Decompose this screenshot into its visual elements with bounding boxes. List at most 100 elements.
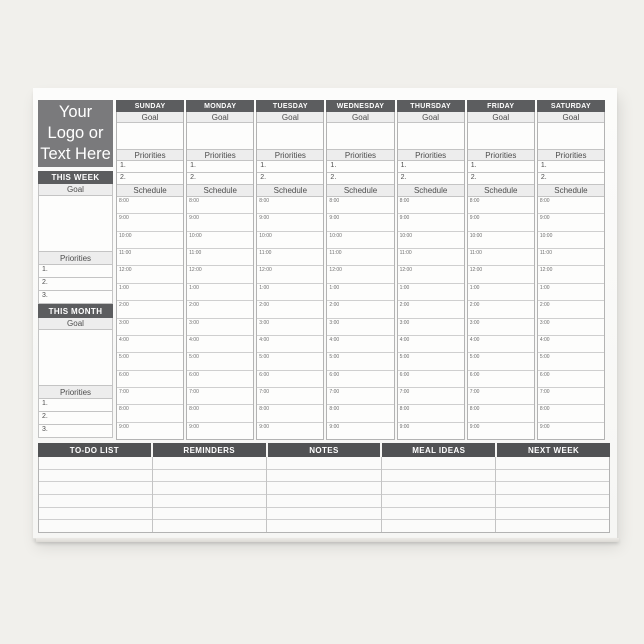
priority-number-row: 1.	[187, 161, 254, 173]
priority-number-row: 1.	[117, 161, 184, 173]
blank-writing-row	[39, 495, 153, 508]
blank-writing-row	[495, 470, 610, 483]
priority-number-row: 1.	[467, 161, 534, 173]
schedule-slot: 5:00	[397, 353, 464, 371]
blank-writing-row	[39, 457, 153, 470]
schedule-slot: 9:00	[399, 423, 410, 430]
blank-writing-row	[495, 508, 610, 521]
week-goal-writing-area	[38, 196, 113, 252]
day-header: SATURDAY	[536, 100, 605, 112]
schedule-slot: 9:00	[189, 423, 199, 430]
bottom-section-column	[380, 457, 495, 532]
schedule-slot: 10:00	[467, 232, 534, 250]
day-schedule-label: Schedule	[467, 185, 534, 197]
logo-text-line: Text Here	[40, 145, 111, 163]
schedule-slot: 10:00	[187, 232, 254, 250]
schedule-slot: 1:00	[117, 284, 184, 302]
schedule-slot: 9:00	[539, 423, 550, 430]
schedule-slot: 4:00	[397, 336, 464, 354]
schedule-slot: 5:00	[467, 353, 534, 371]
schedule-slot: 4:00	[467, 336, 534, 354]
bottom-section: TO-DO LIST REMINDERS NOTES MEAL IDEAS NEXT W…	[38, 443, 610, 533]
schedule-slot: 6:00	[117, 371, 184, 388]
blank-writing-row	[495, 495, 610, 508]
priority-number-row: 3.	[38, 291, 113, 304]
month-goal-label: Goal	[38, 318, 113, 330]
schedule-slot: 9:00	[187, 214, 254, 232]
day-header: THURSDAY	[396, 100, 465, 112]
day-schedule-slots: 8:00 9:00 10:00 11:00 12:00 1:00 2:00 3:00 4:00 5…	[257, 197, 324, 439]
schedule-slot: 11:00	[117, 249, 184, 267]
schedule-slot: 4:00	[117, 336, 184, 354]
priority-number-row: 2.	[117, 173, 184, 185]
schedule-slot: 9:00	[327, 214, 394, 232]
schedule-slot: 10:00	[257, 232, 324, 250]
blank-writing-row	[267, 508, 381, 521]
schedule-slot: 12:00	[117, 266, 184, 284]
day-schedule-label: Schedule	[537, 185, 604, 197]
day-schedule-slots: 8:00 9:00 10:00 11:00 12:00 1:00 2:00 3:00 4:00 5…	[117, 197, 184, 439]
bottom-grid	[38, 457, 610, 533]
sidebar: Your Logo or Text Here THIS WEEK Goal Pr…	[38, 100, 113, 438]
schedule-slot: 8:00	[187, 197, 254, 215]
schedule-slot: 7:00	[467, 388, 534, 406]
day-priorities-label: Priorities	[467, 150, 534, 161]
schedule-slot: 4:00	[187, 336, 254, 354]
schedule-slot: 7:00	[397, 388, 464, 406]
schedule-slot: 9:00	[467, 214, 534, 232]
day-header: MONDAY	[186, 100, 255, 112]
schedule-slot: 7:00	[117, 388, 184, 406]
schedule-slot: 8:00	[117, 405, 184, 423]
blank-writing-row	[153, 457, 267, 470]
priority-number-row: 1.	[38, 265, 113, 278]
day-schedule-slots: 8:00 9:00 10:00 11:00 12:00 1:00 2:00 3:00 4:00 5…	[397, 197, 464, 439]
day-schedule-label: Schedule	[397, 185, 464, 197]
week-goal-label: Goal	[38, 184, 113, 196]
schedule-slot: 12:00	[467, 266, 534, 284]
schedule-slot: 8:00	[257, 197, 324, 215]
schedule-slot: 6:00	[257, 371, 324, 388]
day-column: WEDNESDAY Goal Priorities 1. 2. Schedule …	[326, 100, 395, 440]
day-goal-writing-area	[117, 123, 184, 150]
day-schedule-label: Schedule	[117, 185, 184, 197]
schedule-slot: 10:00	[537, 232, 604, 250]
schedule-slot: 8:00	[467, 405, 534, 423]
blank-writing-row	[495, 457, 610, 470]
schedule-slot: 10:00	[117, 232, 184, 250]
blank-writing-row	[267, 470, 381, 483]
day-schedule-label: Schedule	[257, 185, 324, 197]
this-month-header: THIS MONTH	[38, 304, 113, 318]
schedule-slot: 5:00	[117, 353, 184, 371]
schedule-slot: 2:00	[397, 301, 464, 319]
schedule-slot: 3:00	[397, 319, 464, 336]
priority-number-row: 1.	[537, 161, 604, 173]
blank-writing-row	[381, 495, 495, 508]
schedule-slot: 5:00	[537, 353, 604, 371]
blank-writing-row	[381, 470, 495, 483]
blank-writing-row	[381, 482, 495, 496]
schedule-slot: 3:00	[117, 319, 184, 336]
priority-number-row: 1.	[327, 161, 394, 173]
day-schedule-label: Schedule	[327, 185, 394, 197]
blank-writing-row	[39, 520, 152, 532]
day-column: MONDAY Goal Priorities 1. 2. Schedule 8:0…	[186, 100, 255, 440]
priority-number-row: 2.	[38, 412, 113, 425]
schedule-slot: 6:00	[187, 371, 254, 388]
schedule-slot: 1:00	[537, 284, 604, 302]
day-goal-label: Goal	[187, 112, 254, 123]
day-goal-writing-area	[187, 123, 254, 150]
day-goal-label: Goal	[257, 112, 324, 123]
schedule-slot: 8:00	[327, 197, 394, 215]
day-priorities-label: Priorities	[537, 150, 604, 161]
day-goal-label: Goal	[327, 112, 394, 123]
schedule-slot: 3:00	[327, 319, 394, 336]
schedule-slot: 9:00	[469, 423, 480, 430]
bottom-section-header: MEAL IDEAS	[382, 443, 496, 457]
blank-writing-row	[153, 470, 267, 483]
day-column: SUNDAY Goal Priorities 1. 2. Schedule 8:0…	[116, 100, 185, 440]
bottom-section-header: NOTES	[267, 443, 381, 457]
schedule-slot: 9:00	[257, 214, 324, 232]
schedule-slot: 1:00	[467, 284, 534, 302]
logo-text-line: Your	[58, 103, 93, 121]
schedule-slot: 8:00	[467, 197, 534, 215]
